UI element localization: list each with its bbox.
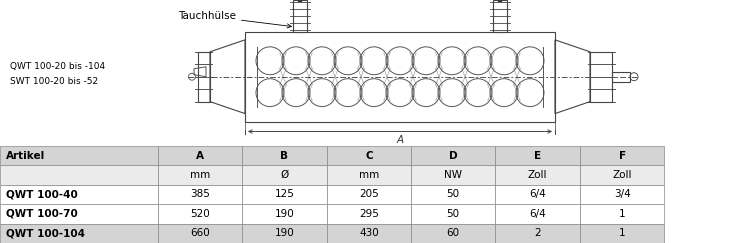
FancyBboxPatch shape (495, 224, 580, 243)
FancyBboxPatch shape (158, 146, 242, 165)
FancyBboxPatch shape (411, 204, 495, 224)
FancyBboxPatch shape (158, 204, 242, 224)
Text: B: B (280, 150, 288, 161)
FancyBboxPatch shape (0, 185, 158, 204)
Text: 6/4: 6/4 (529, 209, 546, 219)
FancyBboxPatch shape (242, 146, 327, 165)
Text: NW: NW (444, 170, 462, 180)
FancyBboxPatch shape (0, 146, 158, 165)
Text: 205: 205 (359, 189, 379, 200)
Text: C: C (365, 150, 373, 161)
Text: 2: 2 (534, 228, 541, 238)
Text: D: D (449, 150, 457, 161)
Text: 190: 190 (275, 209, 294, 219)
Text: Tauchhülse: Tauchhülse (178, 11, 291, 28)
FancyBboxPatch shape (327, 185, 411, 204)
Text: SWT 100-20 bis -52: SWT 100-20 bis -52 (10, 77, 98, 86)
FancyBboxPatch shape (411, 185, 495, 204)
FancyBboxPatch shape (242, 185, 327, 204)
Bar (612, 72, 630, 82)
Text: Zoll: Zoll (612, 170, 632, 180)
FancyBboxPatch shape (0, 165, 158, 185)
FancyBboxPatch shape (327, 146, 411, 165)
FancyBboxPatch shape (495, 165, 580, 185)
FancyBboxPatch shape (242, 224, 327, 243)
FancyBboxPatch shape (495, 185, 580, 204)
Text: Zoll: Zoll (528, 170, 548, 180)
Bar (590, 52, 612, 102)
FancyBboxPatch shape (580, 185, 664, 204)
Text: mm: mm (359, 170, 379, 180)
Bar (198, 52, 210, 102)
Text: 1: 1 (619, 228, 625, 238)
FancyBboxPatch shape (327, 204, 411, 224)
FancyBboxPatch shape (242, 165, 327, 185)
Text: mm: mm (190, 170, 210, 180)
Text: E: E (534, 150, 541, 161)
Text: 520: 520 (190, 209, 210, 219)
Text: 660: 660 (190, 228, 210, 238)
FancyBboxPatch shape (580, 204, 664, 224)
FancyBboxPatch shape (411, 165, 495, 185)
Text: 190: 190 (275, 228, 294, 238)
FancyBboxPatch shape (580, 146, 664, 165)
Text: 6/4: 6/4 (529, 189, 546, 200)
FancyBboxPatch shape (495, 146, 580, 165)
Text: 50: 50 (447, 209, 459, 219)
Text: 1: 1 (619, 209, 625, 219)
Text: 295: 295 (359, 209, 379, 219)
Bar (498, 0, 502, 2)
Text: 385: 385 (190, 189, 210, 200)
Bar (493, 0, 507, 32)
FancyBboxPatch shape (0, 224, 158, 243)
Bar (293, 0, 307, 32)
Text: A: A (196, 150, 204, 161)
Text: 430: 430 (359, 228, 379, 238)
FancyBboxPatch shape (327, 165, 411, 185)
Text: 60: 60 (447, 228, 459, 238)
Text: F: F (619, 150, 625, 161)
Bar (298, 0, 302, 2)
Text: Ø: Ø (280, 170, 288, 180)
FancyBboxPatch shape (411, 224, 495, 243)
Text: QWT 100-104: QWT 100-104 (6, 228, 85, 238)
FancyBboxPatch shape (411, 146, 495, 165)
Text: Artikel: Artikel (6, 150, 45, 161)
Text: A: A (396, 135, 404, 145)
FancyBboxPatch shape (495, 204, 580, 224)
FancyBboxPatch shape (327, 224, 411, 243)
Bar (245, 32, 555, 122)
FancyBboxPatch shape (0, 204, 158, 224)
Text: 125: 125 (275, 189, 294, 200)
FancyBboxPatch shape (242, 204, 327, 224)
FancyBboxPatch shape (158, 224, 242, 243)
Text: QWT 100-70: QWT 100-70 (6, 209, 78, 219)
Text: QWT 100-40: QWT 100-40 (6, 189, 78, 200)
FancyBboxPatch shape (158, 165, 242, 185)
FancyBboxPatch shape (580, 224, 664, 243)
FancyBboxPatch shape (580, 165, 664, 185)
Text: 3/4: 3/4 (614, 189, 631, 200)
Text: 50: 50 (447, 189, 459, 200)
Text: QWT 100-20 bis -104: QWT 100-20 bis -104 (10, 62, 105, 71)
FancyBboxPatch shape (158, 185, 242, 204)
